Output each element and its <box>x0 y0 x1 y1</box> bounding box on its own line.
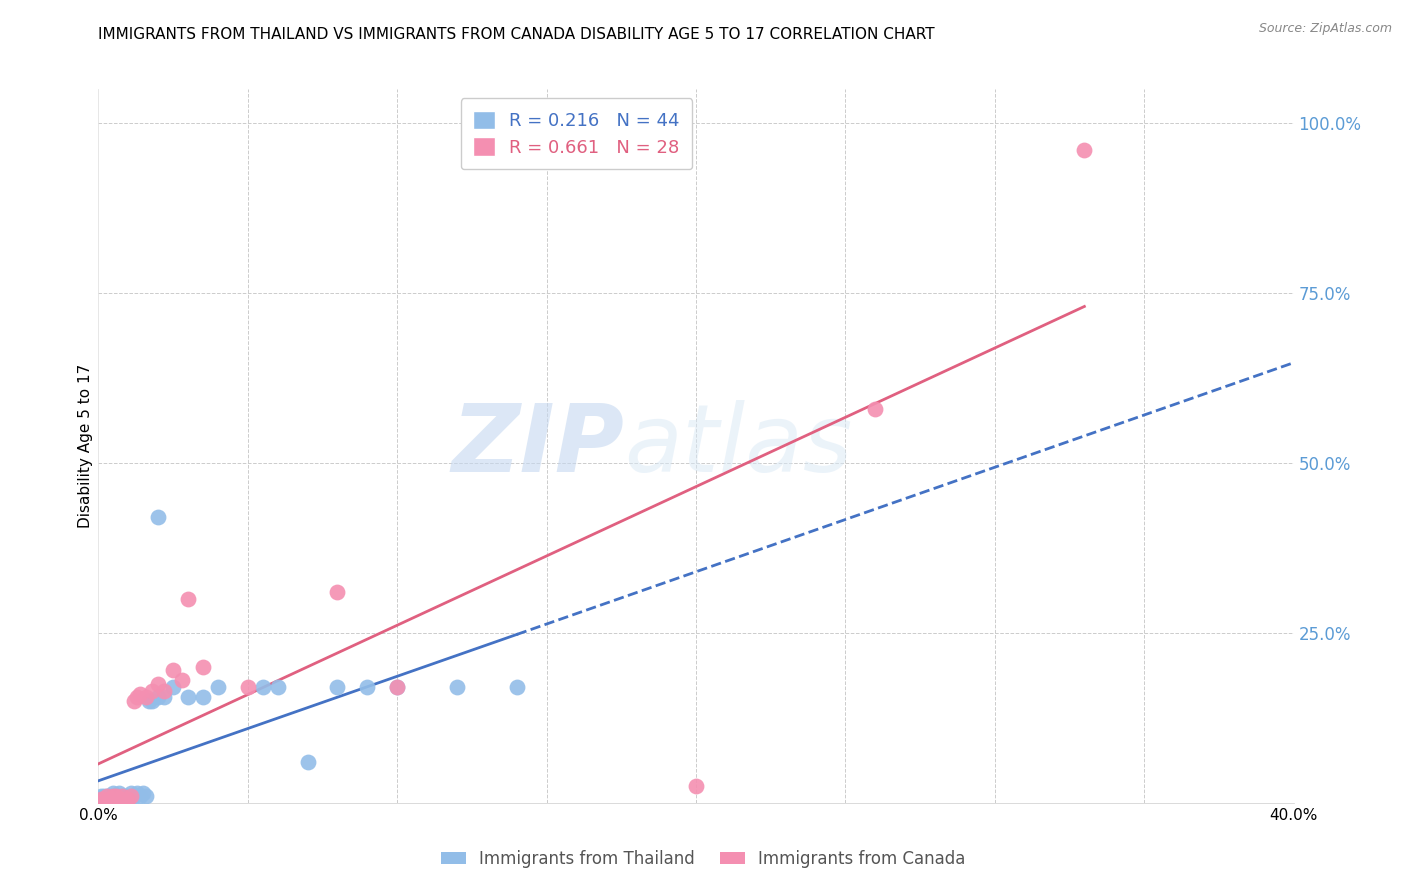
Point <box>297 755 319 769</box>
Point <box>252 680 274 694</box>
Point <box>117 792 139 806</box>
Point <box>385 680 409 694</box>
Point <box>207 680 229 694</box>
Point <box>111 789 134 803</box>
Point <box>135 690 157 705</box>
Point <box>191 660 214 674</box>
Point <box>135 789 157 803</box>
Point <box>90 789 112 803</box>
Point <box>90 792 112 806</box>
Point <box>111 792 134 806</box>
Point <box>96 792 118 806</box>
Point <box>124 789 146 803</box>
Point <box>129 789 152 803</box>
Point <box>1073 144 1095 158</box>
Point <box>267 680 290 694</box>
Legend: Immigrants from Thailand, Immigrants from Canada: Immigrants from Thailand, Immigrants fro… <box>434 844 972 875</box>
Point <box>446 680 468 694</box>
Text: IMMIGRANTS FROM THAILAND VS IMMIGRANTS FROM CANADA DISABILITY AGE 5 TO 17 CORREL: IMMIGRANTS FROM THAILAND VS IMMIGRANTS F… <box>98 27 935 42</box>
Point <box>148 690 170 705</box>
Point <box>141 694 163 708</box>
Point <box>108 786 131 800</box>
Point <box>114 792 136 806</box>
Point <box>153 683 176 698</box>
Point <box>148 510 170 524</box>
Point <box>153 690 176 705</box>
Point <box>172 673 194 688</box>
Point <box>148 677 170 691</box>
Point <box>356 680 378 694</box>
Point <box>124 694 146 708</box>
Point <box>132 786 155 800</box>
Point <box>865 401 887 416</box>
Point <box>127 690 149 705</box>
Point <box>129 687 152 701</box>
Point <box>90 792 112 806</box>
Point <box>141 683 163 698</box>
Point <box>120 789 142 803</box>
Point <box>177 690 200 705</box>
Point <box>98 792 122 806</box>
Point <box>98 789 122 803</box>
Point <box>506 680 529 694</box>
Point <box>98 792 122 806</box>
Point <box>162 663 184 677</box>
Point <box>236 680 259 694</box>
Point <box>138 694 160 708</box>
Point <box>93 792 115 806</box>
Point <box>120 786 142 800</box>
Text: Source: ZipAtlas.com: Source: ZipAtlas.com <box>1258 22 1392 36</box>
Point <box>108 792 131 806</box>
Point <box>105 792 128 806</box>
Point <box>114 792 136 806</box>
Point <box>326 585 349 599</box>
Point <box>685 779 707 793</box>
Point <box>326 680 349 694</box>
Point <box>103 786 125 800</box>
Text: atlas: atlas <box>624 401 852 491</box>
Point <box>93 789 115 803</box>
Point <box>117 792 139 806</box>
Y-axis label: Disability Age 5 to 17: Disability Age 5 to 17 <box>77 364 93 528</box>
Point <box>191 690 214 705</box>
Point <box>103 789 125 803</box>
Point <box>385 680 409 694</box>
Point <box>105 789 128 803</box>
Point <box>93 792 115 806</box>
Point <box>127 786 149 800</box>
Point <box>111 789 134 803</box>
Point <box>105 789 128 803</box>
Point <box>96 789 118 803</box>
Point <box>114 789 136 803</box>
Legend: R = 0.216   N = 44, R = 0.661   N = 28: R = 0.216 N = 44, R = 0.661 N = 28 <box>461 98 692 169</box>
Point <box>117 789 139 803</box>
Point <box>103 792 125 806</box>
Point <box>103 789 125 803</box>
Point <box>96 789 118 803</box>
Point <box>108 792 131 806</box>
Point <box>162 680 184 694</box>
Point <box>177 591 200 606</box>
Text: ZIP: ZIP <box>451 400 624 492</box>
